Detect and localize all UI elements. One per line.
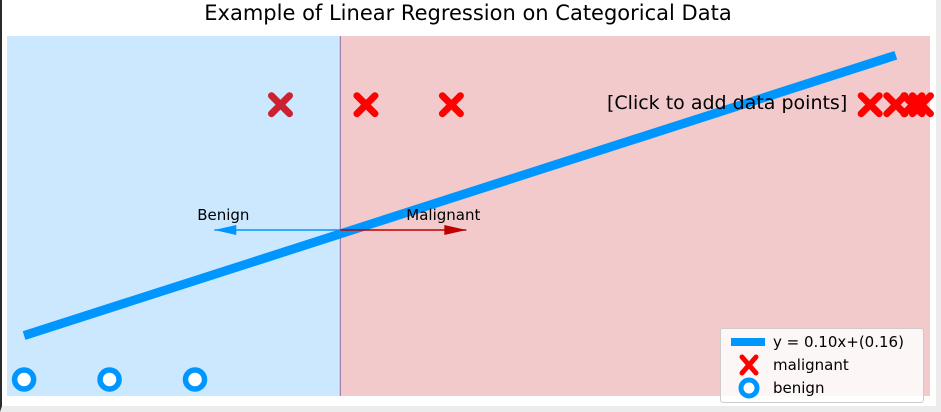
malignant-label: Malignant	[406, 206, 480, 224]
legend: y = 0.10x+(0.16) malignant benign	[720, 328, 924, 403]
legend-label-malignant: malignant	[773, 356, 849, 374]
legend-label-benign: benign	[773, 379, 825, 397]
malignant-point	[267, 92, 293, 118]
malignant-point	[438, 92, 464, 118]
benign-arrow	[214, 225, 341, 235]
benign-point	[11, 367, 37, 392]
legend-label-regression: y = 0.10x+(0.16)	[773, 333, 904, 351]
legend-circle-marker-icon	[738, 377, 760, 399]
click-hint-text[interactable]: [Click to add data points]	[607, 92, 847, 114]
chart-title: Example of Linear Regression on Categori…	[204, 1, 732, 25]
regression-line	[22, 50, 898, 340]
legend-line-swatch	[731, 338, 765, 346]
benign-region	[7, 36, 341, 396]
legend-entry-regression: y = 0.10x+(0.16)	[721, 331, 925, 353]
legend-entry-benign: benign	[721, 377, 925, 399]
benign-label: Benign	[197, 206, 249, 224]
malignant-point	[883, 92, 909, 118]
benign-point	[182, 367, 208, 392]
malignant-point	[908, 92, 934, 118]
malignant-point	[353, 92, 379, 118]
malignant-point	[857, 92, 883, 118]
malignant-arrow	[340, 225, 467, 235]
legend-x-marker-icon	[739, 354, 759, 376]
legend-entry-malignant: malignant	[721, 354, 925, 376]
benign-point	[97, 367, 122, 392]
